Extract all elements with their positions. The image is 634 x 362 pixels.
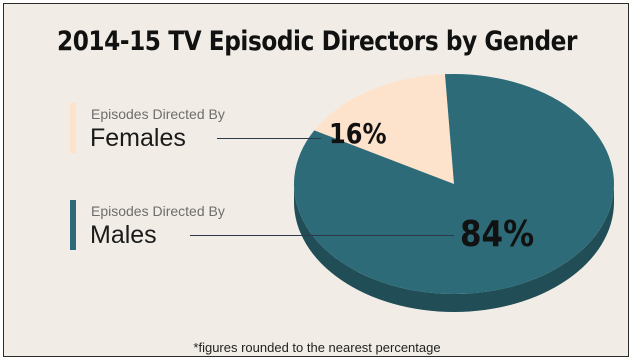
chart-frame: 2014-15 TV Episodic Directors by Gender … (3, 3, 629, 357)
pie-slice-males (294, 74, 614, 294)
males-sublabel: Episodes Directed By (91, 203, 225, 219)
females-percentage: 16% (329, 117, 387, 150)
females-legend-swatch (70, 103, 76, 153)
males-leader-line (190, 235, 454, 236)
males-percentage: 84% (460, 214, 535, 255)
chart-title: 2014-15 TV Episodic Directors by Gender (56, 26, 578, 57)
males-label: Males (90, 221, 157, 249)
females-sublabel: Episodes Directed By (91, 106, 225, 122)
females-label: Females (90, 124, 186, 152)
males-legend-swatch (70, 200, 76, 250)
pie-side-depth (294, 184, 614, 312)
females-leader-line (217, 138, 321, 139)
footnote: *figures rounded to the nearest percenta… (193, 340, 441, 355)
pie-chart (294, 74, 614, 312)
pie-slice-females (314, 74, 454, 184)
